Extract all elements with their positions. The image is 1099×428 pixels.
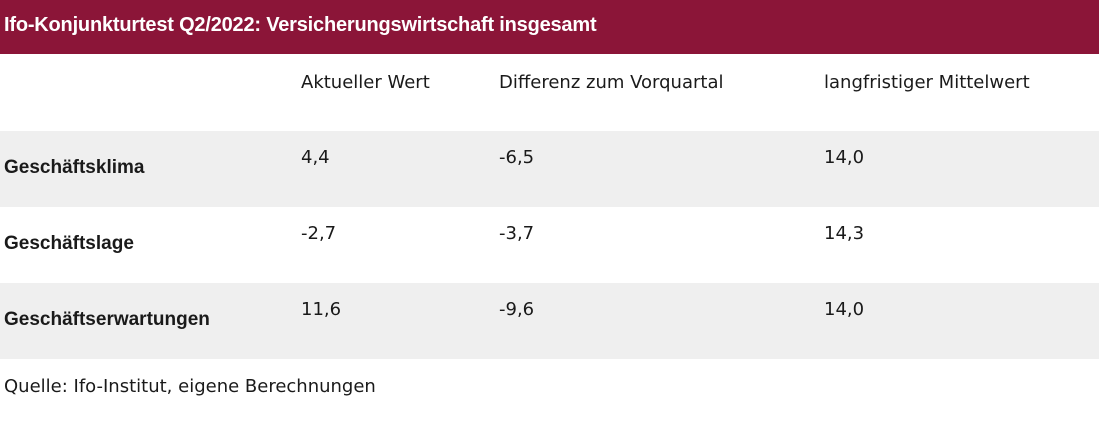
cell-current-value: 11,6 [301, 299, 342, 320]
source-note: Quelle: Ifo-Institut, eigene Berechnunge… [4, 376, 376, 397]
table-row: Geschäftslage -2,7 -3,7 14,3 [0, 207, 1099, 283]
title-bar: Ifo-Konjunkturtest Q2/2022: Versicherung… [0, 0, 1099, 54]
cell-current-value: -2,7 [301, 223, 337, 244]
cell-difference: -9,6 [499, 299, 535, 320]
table-title: Ifo-Konjunkturtest Q2/2022: Versicherung… [4, 14, 597, 36]
cell-long-term-mean: 14,3 [824, 223, 865, 244]
table-row: Geschäftsklima 4,4 -6,5 14,0 [0, 131, 1099, 207]
column-header-current-value: Aktueller Wert [301, 72, 430, 93]
cell-current-value: 4,4 [301, 147, 330, 168]
cell-long-term-mean: 14,0 [824, 299, 865, 320]
column-header-difference: Differenz zum Vorquartal [499, 72, 724, 93]
column-header-long-term-mean: langfristiger Mittelwert [824, 72, 1030, 93]
cell-difference: -3,7 [499, 223, 535, 244]
row-label: Geschäftslage [4, 233, 134, 254]
row-label: Geschäftsklima [4, 157, 145, 178]
row-label: Geschäftserwartungen [4, 309, 210, 330]
table-row: Geschäftserwartungen 11,6 -9,6 14,0 [0, 283, 1099, 359]
cell-difference: -6,5 [499, 147, 535, 168]
cell-long-term-mean: 14,0 [824, 147, 865, 168]
